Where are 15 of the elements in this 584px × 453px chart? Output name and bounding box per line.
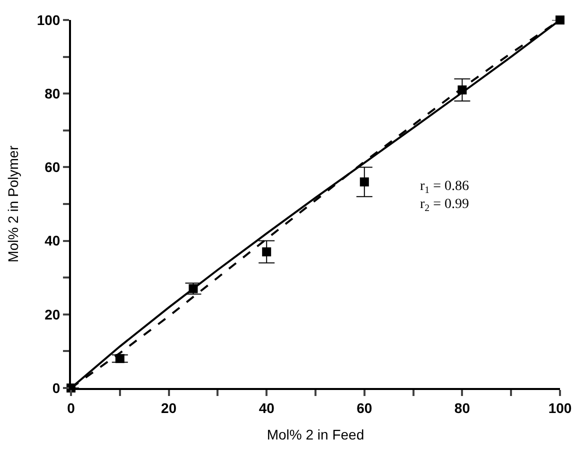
annotation: r$_{1}$ = 0.86 r$_{2}$ = 0.99 bbox=[420, 179, 469, 214]
x-tick-label: 20 bbox=[161, 400, 177, 416]
y-tick-label: 80 bbox=[44, 86, 60, 102]
x-tick-label: 40 bbox=[258, 400, 275, 416]
y-tick-label: 40 bbox=[44, 232, 60, 249]
y-axis-title: Mol% 2 in Polymer bbox=[4, 145, 21, 262]
x-axis-title: Mol% 2 in Feed bbox=[266, 426, 364, 443]
y-tick-label: 100 bbox=[36, 12, 60, 28]
x-tick-label: 80 bbox=[454, 400, 470, 416]
y-tick-label: 20 bbox=[44, 306, 60, 322]
x-tick-label: 100 bbox=[548, 400, 572, 416]
y-tick-label: 60 bbox=[44, 159, 60, 176]
x-tick-label: 60 bbox=[356, 400, 372, 416]
x-tick-label: 0 bbox=[67, 400, 76, 416]
y-tick-label: 0 bbox=[52, 380, 60, 396]
